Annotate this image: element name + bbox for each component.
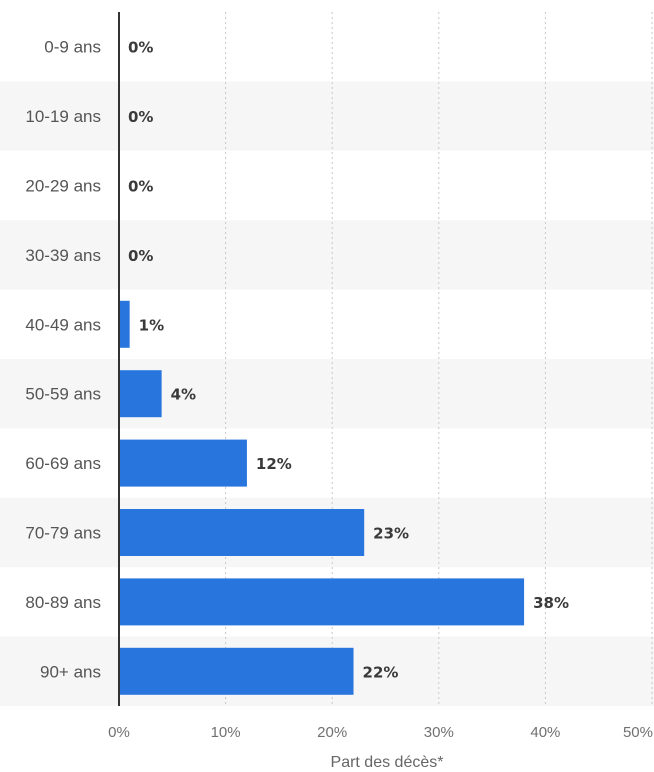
category-label: 10-19 ans [25,107,101,126]
value-label: 0% [128,108,153,126]
bar [119,509,365,556]
category-label: 0-9 ans [44,38,101,57]
category-label: 40-49 ans [25,315,101,334]
value-label: 0% [128,247,153,265]
value-labels: 0% 0% 0% 0% 1% 4% 12% 23% 38% 22% [128,39,569,682]
value-label: 0% [128,178,153,196]
x-tick-label: 10% [211,724,241,741]
bar [119,578,525,626]
category-label: 80-89 ans [25,593,101,612]
value-label: 12% [256,455,292,473]
value-label: 38% [533,594,569,612]
x-axis-title: Part des décès* [331,754,444,771]
category-labels: 0-9 ans 10-19 ans 20-29 ans 30-39 ans 40-49 … [25,38,101,682]
value-label: 4% [171,386,196,404]
category-label: 30-39 ans [25,246,101,265]
x-tick-label: 50% [623,724,653,741]
gridlines [225,12,653,706]
category-label: 90+ ans [40,662,101,681]
category-label: 70-79 ans [25,524,101,543]
value-label: 0% [128,39,153,57]
x-tick-label: 20% [317,724,347,741]
value-label: 1% [139,316,164,334]
category-label: 60-69 ans [25,454,101,473]
bar [119,300,130,348]
category-label: 20-29 ans [25,177,101,196]
value-label: 23% [373,525,409,543]
value-label: 22% [363,663,399,681]
bar [119,370,162,418]
bar [119,647,354,695]
x-tick-label: 0% [108,724,130,741]
x-tick-labels: 0% 10% 20% 30% 40% 50% [108,724,653,741]
category-label: 50-59 ans [25,385,101,404]
bar [119,439,247,487]
bars [119,300,525,695]
x-tick-label: 40% [530,724,560,741]
x-tick-label: 30% [424,724,454,741]
